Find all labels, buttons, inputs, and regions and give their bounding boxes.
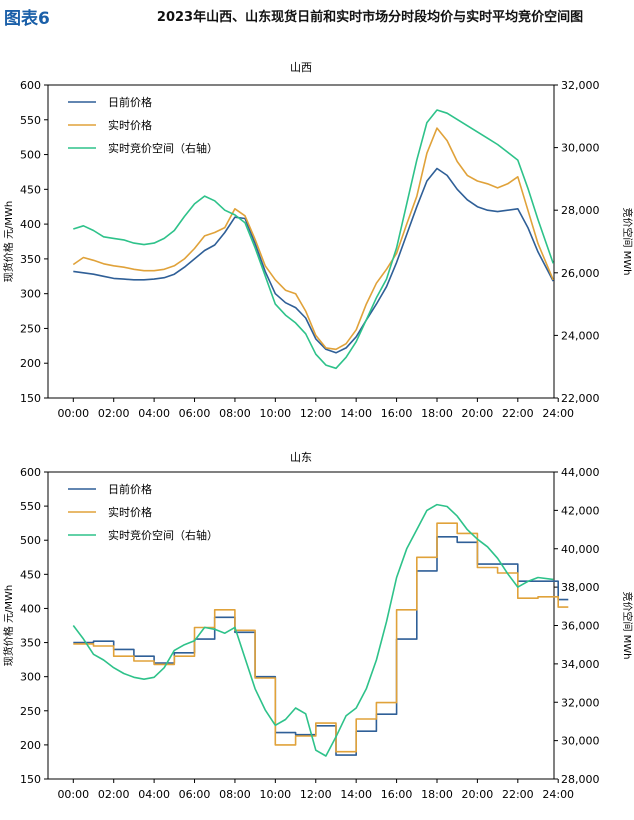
y-tick-label: 350: [20, 253, 41, 266]
x-tick-label: 06:00: [179, 788, 211, 801]
x-tick-label: 16:00: [381, 788, 413, 801]
figure-label: 图表6: [4, 9, 50, 29]
y-tick-label: 400: [20, 218, 41, 231]
x-tick-label: 24:00: [542, 407, 574, 420]
figure-title: 2023年山西、山东现货日前和实时市场分时段均价与实时平均竞价空间图: [156, 10, 584, 25]
y2-tick-label: 30,000: [561, 735, 600, 748]
y2-tick-label: 26,000: [561, 267, 600, 280]
y-tick-label: 300: [20, 671, 41, 684]
x-tick-label: 20:00: [462, 788, 494, 801]
y-tick-label: 250: [20, 322, 41, 335]
x-tick-label: 00:00: [57, 788, 89, 801]
legend-label: 实时价格: [108, 118, 152, 132]
x-tick-label: 18:00: [421, 788, 453, 801]
y-tick-label: 150: [20, 773, 41, 786]
y-tick-label: 200: [20, 357, 41, 370]
x-tick-label: 18:00: [421, 407, 453, 420]
legend-label: 日前价格: [108, 482, 152, 496]
chart-title: 山东: [290, 451, 312, 464]
x-tick-label: 14:00: [340, 407, 372, 420]
y-tick-label: 500: [20, 534, 41, 547]
y2-tick-label: 24,000: [561, 329, 600, 342]
x-tick-label: 12:00: [300, 407, 332, 420]
y2-axis-label: 竞价空间 MWh: [621, 591, 634, 659]
y2-tick-label: 28,000: [561, 204, 600, 217]
y-tick-label: 150: [20, 392, 41, 405]
x-tick-label: 10:00: [259, 407, 291, 420]
series-line-real-time: [72, 127, 554, 351]
y2-tick-label: 44,000: [561, 466, 600, 479]
x-tick-label: 22:00: [502, 407, 534, 420]
y-tick-label: 200: [20, 739, 41, 752]
y2-tick-label: 32,000: [561, 79, 600, 92]
x-tick-label: 22:00: [502, 788, 534, 801]
x-tick-label: 10:00: [259, 788, 291, 801]
y-tick-label: 500: [20, 149, 41, 162]
y2-tick-label: 40,000: [561, 543, 600, 556]
legend-label: 实时价格: [108, 505, 152, 519]
series-line-day-ahead: [73, 167, 554, 354]
y-tick-label: 250: [20, 705, 41, 718]
x-tick-label: 24:00: [542, 788, 574, 801]
y-axis-label: 现货价格 元/MWh: [2, 585, 15, 666]
y2-axis-label: 竞价空间 MWh: [621, 207, 634, 275]
chart-title: 山西: [290, 61, 312, 74]
y2-tick-label: 38,000: [561, 581, 600, 594]
y-tick-label: 400: [20, 602, 41, 615]
y-tick-label: 450: [20, 568, 41, 581]
x-tick-label: 00:00: [57, 407, 89, 420]
chart-shandong: 山东 150 200 250 300 350 400 450 500 550 600 28,000 30…: [2, 451, 634, 801]
y-tick-label: 300: [20, 288, 41, 301]
x-tick-label: 08:00: [219, 788, 251, 801]
chart-shanxi: 山西 150 200 250 300 350 400 450 500 550 600 22,000 24…: [2, 61, 634, 420]
y-tick-label: 550: [20, 114, 41, 127]
y-tick-label: 550: [20, 500, 41, 513]
series-line-bid-space: [72, 503, 554, 757]
legend-label: 实时竞价空间（右轴）: [108, 141, 218, 155]
y2-tick-label: 30,000: [561, 142, 600, 155]
x-tick-label: 02:00: [98, 407, 130, 420]
x-tick-label: 06:00: [179, 407, 211, 420]
y-tick-label: 450: [20, 183, 41, 196]
legend-label: 实时竞价空间（右轴）: [108, 528, 218, 542]
y-tick-label: 600: [20, 466, 41, 479]
series-line-bid-space: [73, 109, 554, 370]
x-tick-label: 04:00: [138, 788, 170, 801]
y2-tick-label: 34,000: [561, 658, 600, 671]
x-tick-label: 12:00: [300, 788, 332, 801]
y-tick-label: 600: [20, 79, 41, 92]
y2-tick-label: 28,000: [561, 773, 600, 786]
legend-label: 日前价格: [108, 95, 152, 109]
x-tick-label: 08:00: [219, 407, 251, 420]
y-tick-label: 350: [20, 637, 41, 650]
y-axis-label: 现货价格 元/MWh: [2, 201, 15, 282]
plot-frame: [47, 84, 555, 399]
y2-tick-label: 22,000: [561, 392, 600, 405]
y2-tick-label: 32,000: [561, 696, 600, 709]
x-tick-label: 16:00: [381, 407, 413, 420]
y2-tick-label: 42,000: [561, 504, 600, 517]
x-tick-label: 20:00: [462, 407, 494, 420]
series-line-real-time: [73, 522, 569, 753]
x-tick-label: 14:00: [340, 788, 372, 801]
x-tick-label: 04:00: [138, 407, 170, 420]
y2-tick-label: 36,000: [561, 620, 600, 633]
x-tick-label: 02:00: [98, 788, 130, 801]
